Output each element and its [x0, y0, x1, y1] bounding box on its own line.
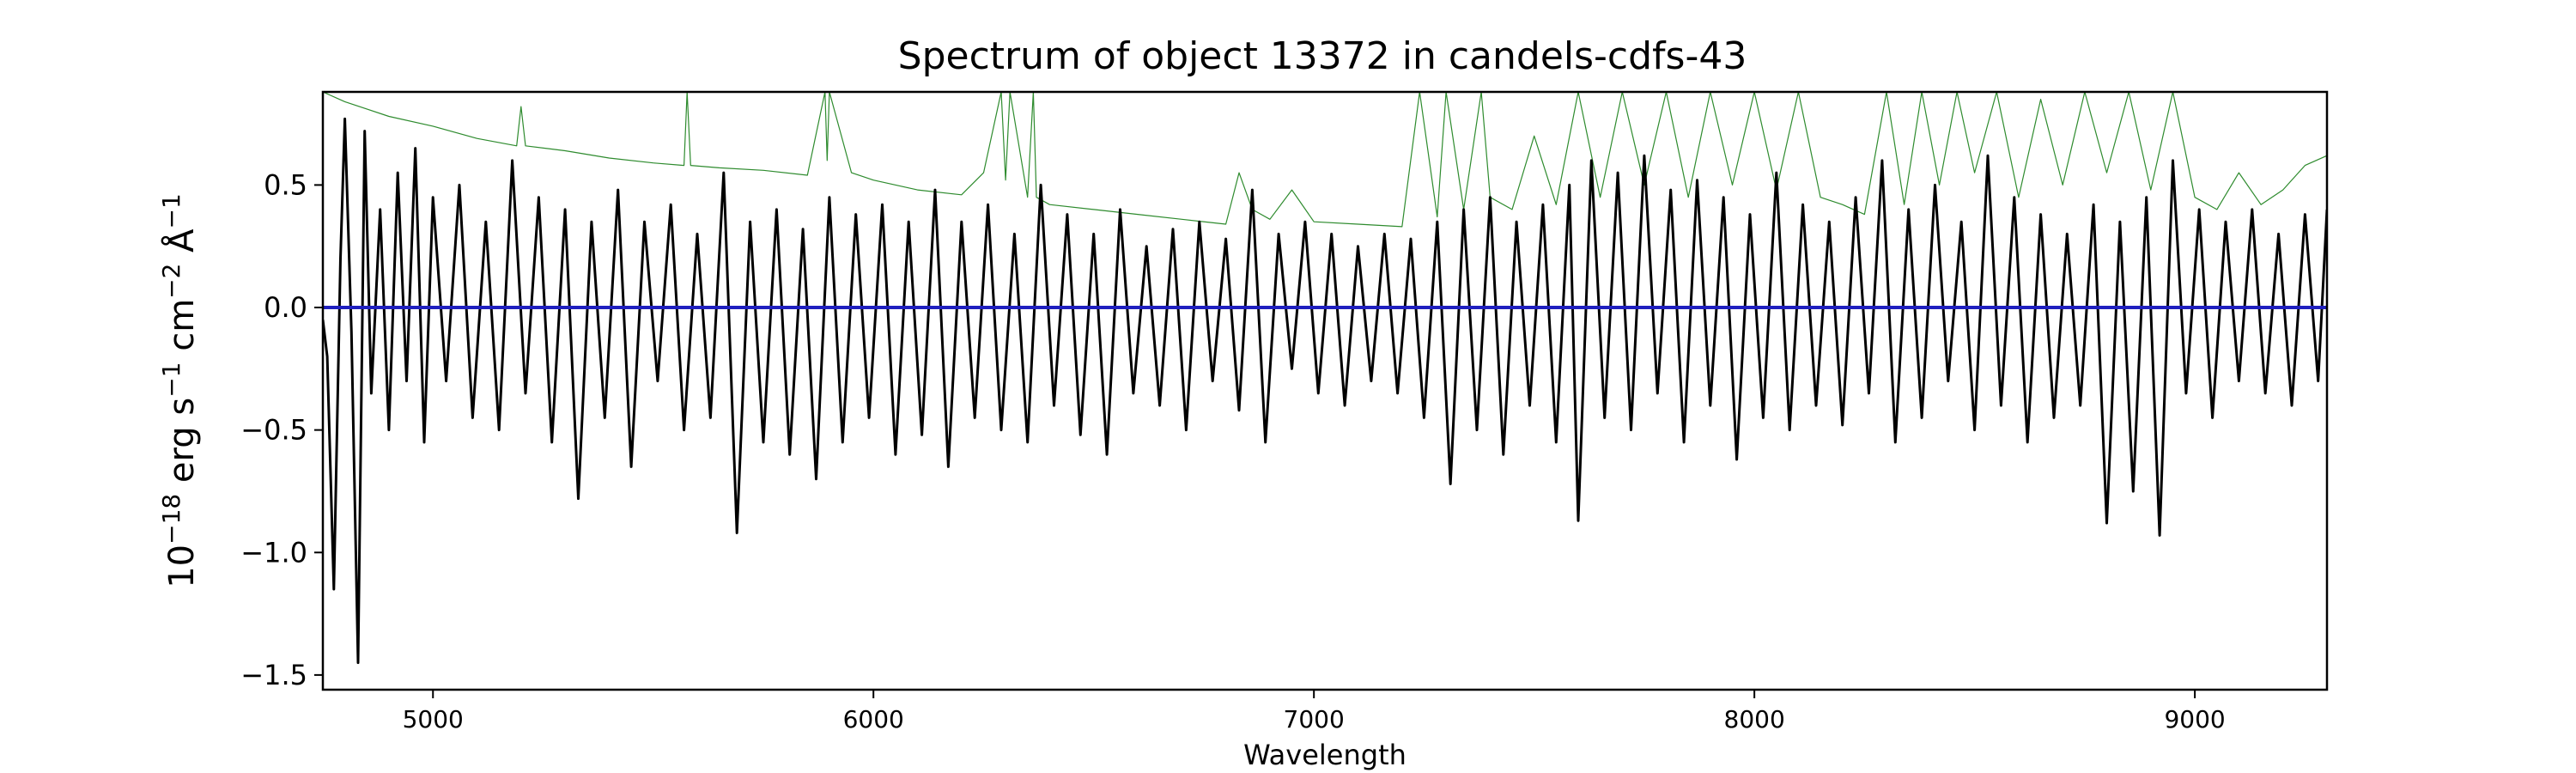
x-tick-label: 9000 — [2164, 705, 2225, 733]
y-label-exp: −18 — [157, 494, 185, 545]
series-line-sky-noise — [323, 92, 2327, 228]
series-line-flux — [323, 117, 2327, 665]
y-tick-label: 0.0 — [264, 291, 307, 324]
y-label-unit-cm: cm — [162, 299, 202, 362]
y-label-unit-erg-s: erg s — [162, 398, 202, 494]
x-axis-label: Wavelength — [1243, 739, 1406, 771]
y-label-ang-exp: −1 — [157, 193, 185, 228]
y-axis-label: 10−18 erg s−1 cm−2 Å−1 — [157, 193, 203, 588]
y-label-base: 10 — [162, 545, 202, 588]
y-tick-label: −1.5 — [240, 659, 307, 691]
y-label-unit-angstrom: Å — [161, 228, 202, 264]
chart-title: Spectrum of object 13372 in candels-cdfs… — [898, 34, 1747, 78]
y-label-cm-exp: −2 — [157, 264, 185, 299]
x-tick-label: 8000 — [1724, 705, 1785, 733]
x-tick-label: 5000 — [403, 705, 464, 733]
y-tick-label: −1.0 — [240, 536, 307, 569]
x-tick-label: 6000 — [843, 705, 904, 733]
y-tick-label: 0.5 — [264, 168, 307, 201]
y-axis: −1.5 −1.0 −0.5 0.0 0.5 — [240, 168, 323, 691]
x-axis: 5000 6000 7000 8000 9000 — [403, 690, 2226, 733]
y-tick-label: −0.5 — [240, 414, 307, 447]
plot-area — [321, 90, 2329, 691]
x-tick-label: 7000 — [1284, 705, 1345, 733]
y-label-s-exp: −1 — [157, 362, 185, 398]
plot-frame — [321, 90, 2329, 691]
